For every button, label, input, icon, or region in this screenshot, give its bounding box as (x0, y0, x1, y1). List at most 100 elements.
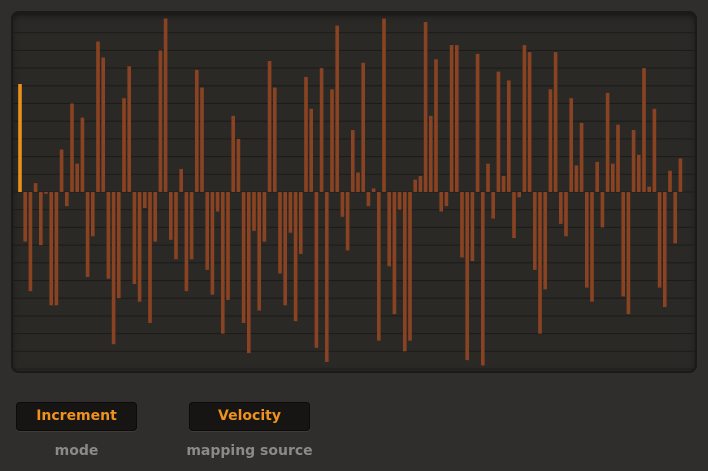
step-bar[interactable] (75, 163, 79, 192)
step-bar[interactable] (590, 192, 594, 302)
step-bar[interactable] (465, 192, 469, 361)
step-bar[interactable] (117, 192, 121, 299)
step-bar[interactable] (439, 192, 443, 212)
step-bar[interactable] (257, 192, 261, 311)
step-bar[interactable] (33, 183, 38, 192)
step-bar[interactable] (345, 192, 350, 251)
step-bar[interactable] (460, 192, 464, 258)
step-bar[interactable] (330, 89, 334, 192)
step-bar[interactable] (189, 192, 194, 260)
step-bar[interactable] (184, 192, 189, 292)
step-bar[interactable] (408, 192, 412, 341)
step-bar[interactable] (444, 192, 449, 207)
step-bar[interactable] (657, 192, 662, 288)
step-bar[interactable] (319, 68, 324, 192)
step-bar[interactable] (252, 192, 256, 231)
step-bar[interactable] (200, 87, 204, 192)
step-bar[interactable] (247, 192, 251, 354)
step-bar[interactable] (137, 192, 142, 302)
step-bar[interactable] (387, 192, 391, 267)
step-bar[interactable] (23, 192, 27, 242)
step-bar[interactable] (423, 22, 428, 192)
step-bar[interactable] (574, 165, 579, 192)
step-bar[interactable] (39, 192, 43, 246)
step-bar[interactable] (595, 161, 599, 192)
step-bar[interactable] (309, 108, 313, 192)
step-bar[interactable] (668, 170, 672, 192)
step-bar[interactable] (605, 92, 610, 192)
step-bar[interactable] (455, 45, 459, 193)
step-bar[interactable] (101, 57, 105, 193)
step-bar[interactable] (642, 68, 646, 192)
step-bar[interactable] (663, 192, 667, 308)
step-bar[interactable] (496, 71, 501, 192)
step-bar[interactable] (371, 188, 376, 192)
step-bar[interactable] (195, 69, 199, 192)
mapping-source-button[interactable]: Velocity (189, 402, 310, 431)
step-bar[interactable] (600, 192, 605, 228)
step-bar[interactable] (569, 98, 573, 192)
step-bar[interactable] (80, 117, 85, 192)
step-bar[interactable] (153, 192, 157, 242)
step-bar[interactable] (174, 192, 178, 260)
step-bars[interactable] (11, 11, 697, 373)
step-bar[interactable] (278, 192, 282, 274)
step-bar[interactable] (579, 122, 584, 192)
step-bar[interactable] (273, 87, 277, 192)
step-bar[interactable] (434, 59, 438, 192)
step-bar[interactable] (626, 192, 631, 315)
step-bar[interactable] (486, 163, 490, 192)
step-bar[interactable] (637, 154, 641, 192)
step-sequencer-panel[interactable] (11, 11, 697, 373)
step-bar[interactable] (491, 192, 495, 219)
step-bar[interactable] (262, 192, 267, 242)
step-bar[interactable] (283, 192, 287, 306)
step-bar[interactable] (382, 18, 386, 192)
step-bar[interactable] (65, 192, 69, 207)
step-bar[interactable] (403, 192, 407, 352)
step-bar[interactable] (553, 52, 558, 192)
step-bar[interactable] (475, 53, 480, 192)
step-bar[interactable] (299, 192, 303, 254)
step-bar[interactable] (28, 192, 33, 292)
step-bar[interactable] (413, 179, 417, 192)
step-bar[interactable] (366, 192, 371, 207)
step-bar[interactable] (559, 192, 563, 224)
mode-button[interactable]: Increment (16, 402, 137, 431)
step-bar[interactable] (158, 50, 163, 193)
step-bar[interactable] (470, 192, 475, 262)
step-bar[interactable] (538, 192, 542, 334)
step-bar[interactable] (429, 115, 433, 192)
step-bar[interactable] (585, 192, 589, 288)
step-bar[interactable] (517, 192, 521, 198)
step-bar[interactable] (522, 45, 527, 193)
step-bar[interactable] (241, 192, 246, 323)
step-bar[interactable] (91, 192, 95, 237)
step-bar[interactable] (314, 192, 319, 348)
step-bar[interactable] (361, 62, 365, 192)
step-bar[interactable] (169, 192, 173, 240)
step-bar[interactable] (143, 192, 147, 208)
step-bar[interactable] (501, 176, 506, 192)
step-bar[interactable] (122, 98, 126, 192)
step-bar[interactable] (54, 192, 59, 306)
step-bar[interactable] (392, 192, 397, 315)
step-bar[interactable] (127, 66, 131, 192)
step-bar[interactable] (616, 124, 620, 192)
step-bar[interactable] (163, 18, 168, 192)
step-bar[interactable] (647, 186, 651, 192)
step-bar[interactable] (59, 149, 64, 192)
step-bar[interactable] (481, 192, 485, 366)
step-bar[interactable] (548, 89, 553, 192)
step-bar[interactable] (215, 192, 220, 212)
step-bar[interactable] (293, 192, 298, 322)
step-bar[interactable] (449, 45, 454, 193)
step-bar[interactable] (507, 80, 511, 192)
step-bar[interactable] (564, 192, 568, 237)
step-bar[interactable] (304, 76, 308, 192)
step-bar[interactable] (325, 192, 329, 362)
step-bar[interactable] (397, 192, 402, 210)
step-bar[interactable] (512, 192, 516, 239)
step-bar[interactable] (288, 192, 293, 233)
step-bar[interactable] (85, 192, 90, 277)
